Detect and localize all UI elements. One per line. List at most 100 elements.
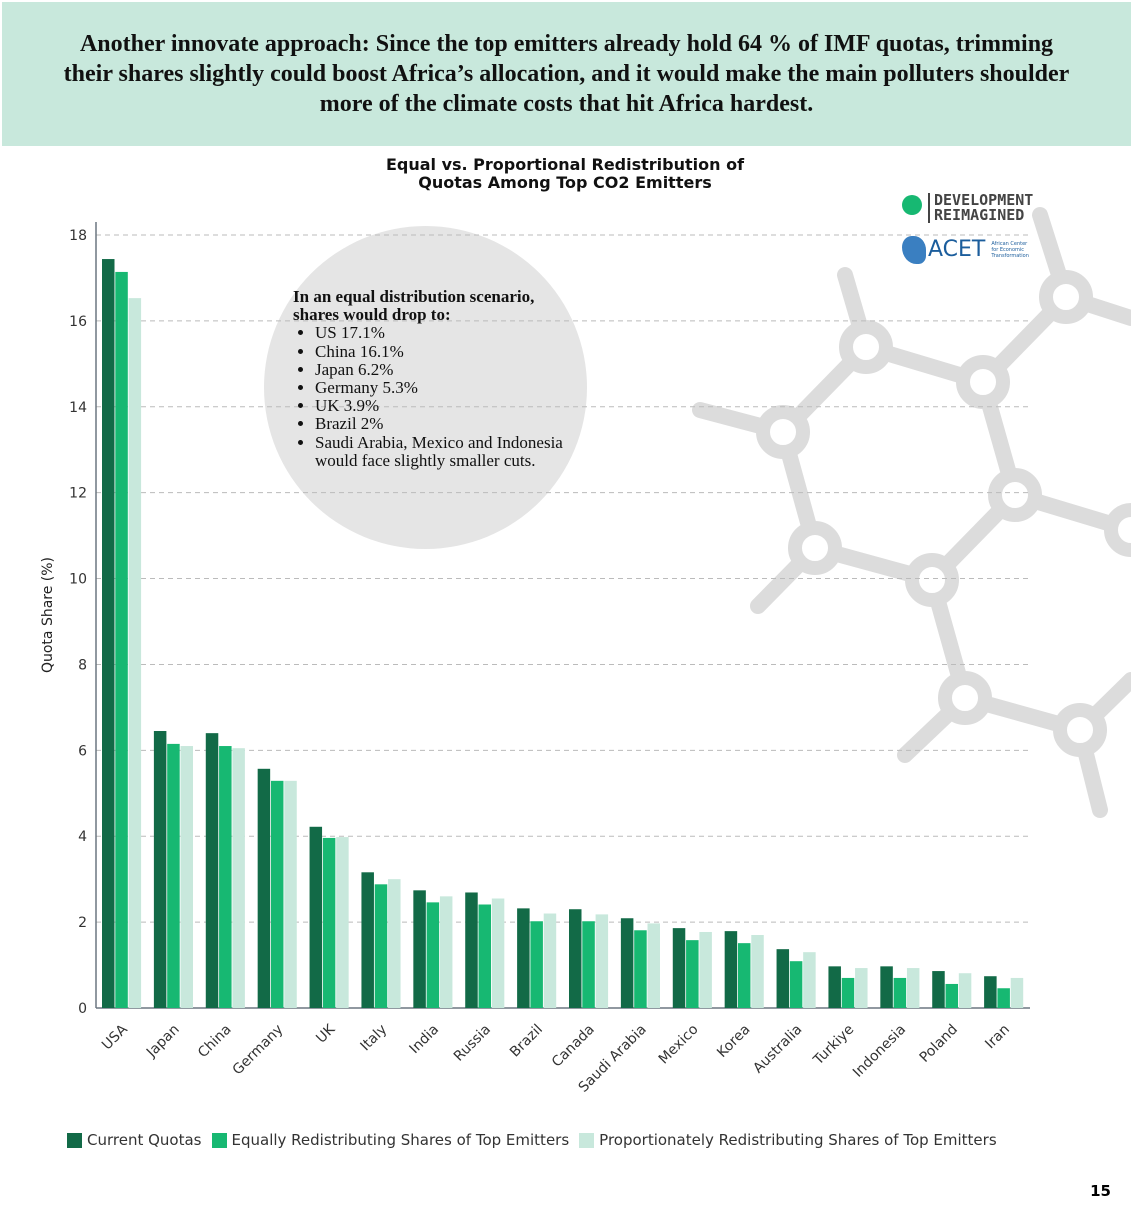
bar-proportional [232,748,245,1008]
x-tick-label: Korea [714,1022,753,1061]
x-tick-label: India [407,1022,443,1058]
x-tick-label: Iran [982,1022,1013,1053]
bar-equal [115,271,128,1008]
bar-current [153,731,167,1008]
callout-item: Saudi Arabia, Mexico and Indonesia would… [315,433,583,470]
x-tick-label: UK [313,1021,339,1047]
chart-title-line: Quotas Among Top CO2 Emitters [418,173,712,192]
y-tick-label: 4 [78,829,87,845]
callout-item: Japan 6.2% [315,360,583,379]
bar-proportional [1010,977,1024,1008]
bar-proportional [491,898,505,1008]
bar-current [569,909,582,1008]
bar-current [776,949,790,1008]
headline-text: Another innovate approach: Since the top… [63,31,1070,117]
bar-proportional [751,934,764,1008]
page-number: 15 [1090,1182,1111,1200]
bar-equal [634,930,647,1008]
y-tick-label: 12 [69,486,87,502]
y-axis-label: Quota Share (%) [40,557,56,673]
bar-proportional [958,973,972,1008]
bar-current [828,966,841,1008]
legend-swatch [211,1132,227,1148]
acet-logo: ACET African Center for Economic Transfo… [902,235,1033,264]
bar-equal [997,988,1010,1008]
bar-equal [270,780,284,1008]
globe-bulb-icon [902,195,922,215]
logo-text: ACET [928,237,986,262]
logo-subtext: African Center for Economic Transformati… [991,240,1029,259]
bar-proportional [699,931,712,1008]
bar-proportional [647,923,660,1008]
y-tick-label: 2 [78,915,87,931]
legend-item-current: Current Quotas [67,1131,202,1149]
bar-current [880,966,893,1008]
chart-title: Equal vs. Proportional Redistribution of… [340,156,790,192]
y-tick-label: 16 [69,314,87,330]
bar-equal [789,961,803,1008]
bar-current [465,892,478,1008]
callout-item: China 16.1% [315,342,583,361]
callout-circle [264,226,587,549]
legend-item-proportional: Proportionately Redistributing Shares of… [579,1131,997,1149]
legend-label: Proportionately Redistributing Shares of… [599,1131,997,1149]
bar-current [724,931,738,1008]
callout-item: UK 3.9% [315,397,583,415]
bar-proportional [388,879,401,1008]
x-tick-label: USA [99,1021,131,1053]
bar-equal [219,746,232,1008]
x-tick-label: Italy [357,1022,390,1055]
y-tick-label: 8 [78,657,87,673]
x-tick-label: Mexico [656,1022,702,1068]
x-tick-label: Germany [230,1022,287,1079]
bar-equal [686,940,699,1008]
y-tick-label: 14 [69,400,87,416]
bar-current [620,918,634,1008]
x-tick-label: Australia [750,1022,805,1077]
bar-equal [322,837,336,1008]
bar-equal [167,743,180,1008]
bar-equal [737,943,751,1008]
bar-current [672,928,686,1008]
bar-proportional [439,896,453,1008]
bar-current [413,890,426,1008]
bar-proportional [906,968,920,1008]
legend-swatch [67,1132,82,1148]
bar-equal [426,902,440,1008]
bar-equal [893,977,907,1008]
x-tick-label: Poland [917,1022,961,1066]
bar-current [361,872,374,1008]
bar-current [205,733,219,1008]
bar-current [517,908,530,1008]
y-tick-label: 6 [78,743,87,759]
bar-proportional [284,780,297,1008]
legend-item-equal: Equally Redistributing Shares of Top Emi… [211,1131,570,1149]
bar-equal [841,977,855,1008]
bar-equal [945,983,959,1008]
bar-equal [374,884,388,1008]
y-tick-label: 0 [78,1001,87,1017]
africa-map-icon [902,235,926,264]
logo-text: REIMAGINED [934,206,1025,224]
headline-banner: Another innovate approach: Since the top… [2,2,1131,146]
bar-equal [582,921,595,1008]
bar-proportional [803,952,816,1008]
x-tick-label: Japan [143,1022,183,1062]
bar-proportional [128,298,142,1009]
development-reimagined-logo: DEVELOPMENT REIMAGINED [898,193,1033,223]
bar-current [932,971,945,1008]
bar-proportional [595,914,609,1008]
callout-heading: In an equal distribution scenario, share… [293,287,535,325]
bar-current [984,976,997,1008]
logo-text: DEVELOPMENT [934,191,1034,209]
logos: DEVELOPMENT REIMAGINED ACET African Cente… [898,193,1033,264]
bar-current [309,826,323,1008]
bar-equal [478,904,492,1008]
y-tick-label: 18 [69,228,87,244]
x-tick-label: Russia [451,1022,494,1065]
x-tick-label: Brazil [507,1022,546,1061]
bar-current [102,259,115,1008]
legend-label: Equally Redistributing Shares of Top Emi… [231,1131,570,1149]
